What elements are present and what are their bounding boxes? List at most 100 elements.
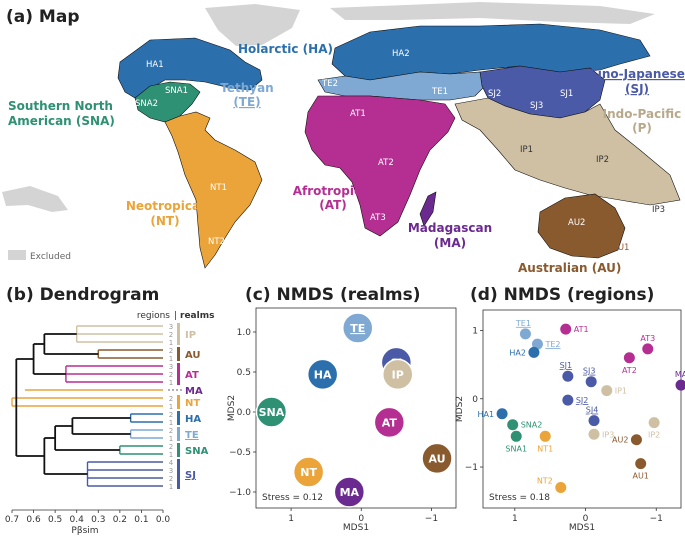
point-sj1 xyxy=(562,371,573,382)
dendrogram-leaf-label: 2 xyxy=(169,411,173,419)
ytick-label: 0 xyxy=(472,395,478,405)
point-label-au: AU xyxy=(428,452,445,465)
dendrogram-header-regions: regions xyxy=(137,311,170,321)
realm-label-sna-2: American (SNA) xyxy=(8,114,115,128)
dendrogram-xtick-label: 0.2 xyxy=(113,515,127,525)
region-label: AT2 xyxy=(378,158,394,168)
region-label: AT1 xyxy=(350,109,366,119)
dendrogram-leaf-label: 2 xyxy=(169,475,173,483)
ytick-label: 1.0 xyxy=(237,328,252,338)
point-label-ip2: IP2 xyxy=(648,431,660,440)
point-au2 xyxy=(631,434,642,445)
realm-bar-te xyxy=(177,427,180,441)
dendrogram-xtick-label: 0.1 xyxy=(134,515,148,525)
dendrogram-leaf-label: 2 xyxy=(169,427,173,435)
point-label-ha: HA xyxy=(314,368,332,381)
point-at2 xyxy=(624,352,635,363)
dendrogram-xlabel: Pβsim xyxy=(71,526,98,536)
dendrogram-realm-at: AT xyxy=(185,370,199,381)
region-label: TE1 xyxy=(431,87,448,97)
nmds-regions-title: (d) NMDS (regions) xyxy=(470,285,654,305)
realm-bar-sna xyxy=(177,443,180,457)
point-nt1 xyxy=(540,431,551,442)
point-label-ha2: HA2 xyxy=(509,348,526,357)
point-label-ip1: IP1 xyxy=(615,387,627,396)
region-label: SJ3 xyxy=(530,101,543,111)
dendrogram-realm-ip: IP xyxy=(185,330,196,341)
dendrogram-leaf-label: 4 xyxy=(169,459,174,467)
greenland-excluded xyxy=(205,4,300,46)
dendrogram-panel: (b) Dendrogram regions | realms 32121321… xyxy=(5,285,215,536)
realm-bar-ip xyxy=(177,323,180,345)
dendrogram-realm-sna: SNA xyxy=(185,446,209,457)
point-label-at3: AT3 xyxy=(640,334,655,343)
dendrogram-leaf-label: 2 xyxy=(169,395,173,403)
ytick-label: −1.0 xyxy=(229,488,251,498)
xtick-label: −1 xyxy=(650,514,663,524)
dendrogram-leaf-label: 1 xyxy=(169,403,173,411)
dendrogram-xtick-label: 0.6 xyxy=(26,515,41,525)
realm-bar-sj xyxy=(177,459,180,489)
excluded-legend-label: Excluded xyxy=(30,252,71,262)
dendrogram-leaf-label: 3 xyxy=(169,363,173,371)
realm-bar-au xyxy=(177,347,180,361)
point-label-sj3: SJ3 xyxy=(583,367,596,376)
point-label-at2: AT2 xyxy=(622,366,637,375)
point-at3 xyxy=(642,343,653,354)
region-label: IP3 xyxy=(652,205,665,215)
dendrogram-realm-au: AU xyxy=(185,350,201,361)
region-label: HA2 xyxy=(392,49,410,59)
realm-label-at: Afrotropical xyxy=(293,184,374,198)
point-sj2 xyxy=(562,395,573,406)
point-label-te: TE xyxy=(350,322,365,335)
dendrogram-tree xyxy=(12,326,163,486)
nmds-realms-title: (c) NMDS (realms) xyxy=(245,285,421,305)
xtick-label: −1 xyxy=(425,514,438,524)
point-ip2 xyxy=(649,417,660,428)
region-label: SJ2 xyxy=(488,89,501,99)
nmds-realms-stress: Stress = 0.12 xyxy=(262,493,323,503)
point-label-nt1: NT1 xyxy=(537,444,553,453)
region-label: HA1 xyxy=(146,60,164,70)
point-label-nt: NT xyxy=(300,466,317,479)
point-te1 xyxy=(520,328,531,339)
point-ma xyxy=(676,380,685,391)
point-label-ha1: HA1 xyxy=(478,410,495,419)
realm-bar-ha xyxy=(177,411,180,425)
point-ip3 xyxy=(589,429,600,440)
ytick-label: 0.0 xyxy=(237,408,252,418)
point-nt2 xyxy=(555,482,566,493)
region-label: SJ1 xyxy=(560,89,573,99)
point-label-sj1: SJ1 xyxy=(560,361,573,370)
point-label-te1: TE1 xyxy=(515,319,531,328)
realm-label-au: Australian (AU) xyxy=(518,261,621,275)
nmds-regions-stress: Stress = 0.18 xyxy=(489,493,550,503)
point-sj4 xyxy=(589,415,600,426)
dendrogram-leaf-label: 1 xyxy=(169,451,173,459)
region-label: SNA1 xyxy=(165,86,188,96)
dendrogram-realm-sj: SJ xyxy=(185,470,196,481)
region-label: AU1 xyxy=(612,243,629,253)
region-label: IP1 xyxy=(520,145,533,155)
realm-label-sj-2: (SJ) xyxy=(625,82,649,96)
realm-label-te: Tethyan xyxy=(220,81,273,95)
realm-label-te-2: (TE) xyxy=(233,95,260,109)
region-label: NT1 xyxy=(210,183,227,193)
arctic-excluded xyxy=(330,2,655,24)
point-label-ma: MA xyxy=(340,486,360,499)
dendrogram-leaf-label: 2 xyxy=(169,331,173,339)
dendrogram-leaf-label: 1 xyxy=(169,339,173,347)
dendrogram-xtick-label: 0.0 xyxy=(156,515,171,525)
nmds-realms-ylabel: MDS2 xyxy=(227,395,237,421)
point-label-nt2: NT2 xyxy=(537,477,553,486)
dendrogram-leaf-label: 2 xyxy=(169,443,173,451)
point-sna1 xyxy=(511,431,522,442)
region-label: SNA2 xyxy=(135,99,158,109)
map-panel: (a) Map Holarctic (HA) Tethyan (TE) Sino… xyxy=(2,2,685,275)
point-label-sna2: SNA2 xyxy=(521,421,543,430)
realm-label-sj: Sino-Japanese xyxy=(589,67,685,81)
realm-label-ip: Indo-Pacific xyxy=(603,107,682,121)
region-label: IP2 xyxy=(596,155,609,165)
